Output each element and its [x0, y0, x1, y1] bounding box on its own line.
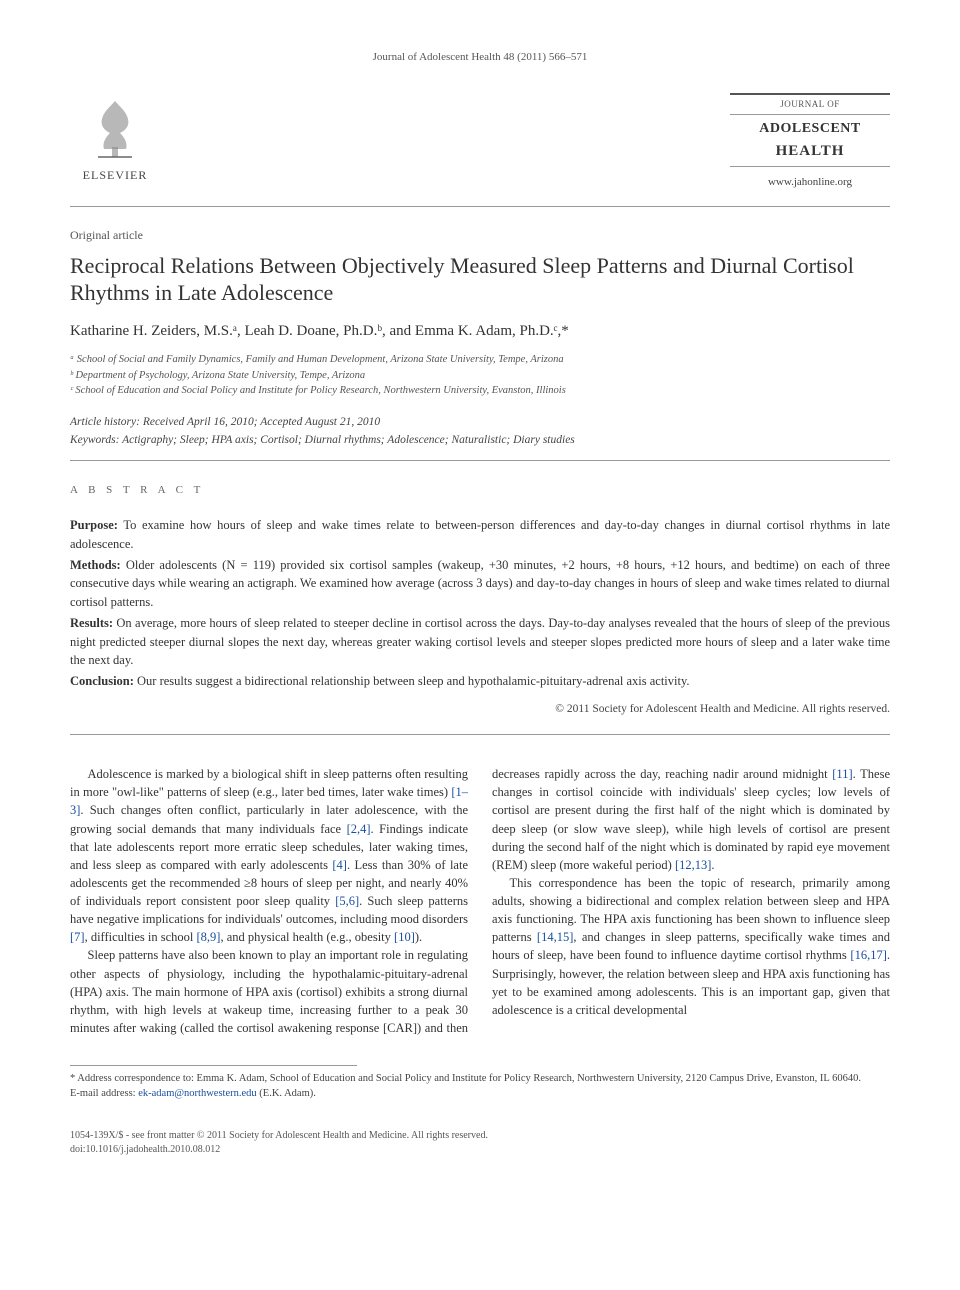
elsevier-tree-icon	[80, 93, 150, 163]
email-label: E-mail address:	[70, 1088, 138, 1099]
p1g: , and physical health (e.g., obesity	[220, 930, 394, 944]
doi-line: doi:10.1016/j.jadohealth.2010.08.012	[70, 1143, 890, 1157]
results-text: On average, more hours of sleep related …	[70, 616, 890, 668]
purpose-text: To examine how hours of sleep and wake t…	[70, 518, 890, 551]
abstract-section: A B S T R A C T Purpose: To examine how …	[70, 483, 890, 735]
p2c: .	[711, 858, 714, 872]
history-keywords: Article history: Received April 16, 2010…	[70, 413, 890, 461]
journal-name-main: ADOLESCENT	[730, 117, 890, 141]
ref-7[interactable]: [7]	[70, 930, 85, 944]
conclusion-label: Conclusion:	[70, 674, 134, 688]
footnotes: * Address correspondence to: Emma K. Ada…	[70, 1072, 890, 1101]
abstract-methods: Methods: Older adolescents (N = 119) pro…	[70, 556, 890, 612]
corresponding-email[interactable]: ek-adam@northwestern.edu	[138, 1088, 256, 1099]
abstract-results: Results: On average, more hours of sleep…	[70, 614, 890, 670]
conclusion-text: Our results suggest a bidirectional rela…	[134, 674, 690, 688]
ref-16-17[interactable]: [16,17]	[850, 948, 886, 962]
methods-text: Older adolescents (N = 119) provided six…	[70, 558, 890, 610]
correspondence-note: * Address correspondence to: Emma K. Ada…	[70, 1072, 890, 1087]
email-line: E-mail address: ek-adam@northwestern.edu…	[70, 1087, 890, 1102]
footnote-separator	[70, 1065, 357, 1066]
front-matter-line: 1054-139X/$ - see front matter © 2011 So…	[70, 1129, 890, 1143]
body-text: Adolescence is marked by a biological sh…	[70, 765, 890, 1037]
ref-12-13[interactable]: [12,13]	[675, 858, 711, 872]
abstract-copyright: © 2011 Society for Adolescent Health and…	[70, 701, 890, 718]
journal-url[interactable]: www.jahonline.org	[730, 175, 890, 190]
body-p1: Adolescence is marked by a biological sh…	[70, 765, 468, 946]
footer-meta: 1054-139X/$ - see front matter © 2011 So…	[70, 1129, 890, 1157]
publisher-logo: ELSEVIER	[70, 93, 160, 184]
article-title: Reciprocal Relations Between Objectively…	[70, 252, 890, 307]
authors-line: Katharine H. Zeiders, M.S.ᵃ, Leah D. Doa…	[70, 321, 890, 342]
purpose-label: Purpose:	[70, 518, 118, 532]
results-label: Results:	[70, 616, 113, 630]
abstract-purpose: Purpose: To examine how hours of sleep a…	[70, 516, 890, 554]
ref-14-15[interactable]: [14,15]	[537, 930, 573, 944]
ref-4[interactable]: [4]	[332, 858, 347, 872]
abstract-body: Purpose: To examine how hours of sleep a…	[70, 516, 890, 718]
ref-5-6[interactable]: [5,6]	[335, 894, 359, 908]
journal-name-sub: HEALTH	[730, 141, 890, 167]
keywords: Keywords: Actigraphy; Sleep; HPA axis; C…	[70, 431, 890, 449]
p1f: , difficulties in school	[85, 930, 197, 944]
running-header: Journal of Adolescent Health 48 (2011) 5…	[70, 50, 890, 65]
ref-2-4[interactable]: [2,4]	[347, 822, 371, 836]
journal-label: JOURNAL OF	[730, 93, 890, 115]
affiliation-b: ᵇ Department of Psychology, Arizona Stat…	[70, 368, 890, 384]
publisher-name: ELSEVIER	[83, 167, 148, 184]
methods-label: Methods:	[70, 558, 121, 572]
p2b: . These changes in cortisol coincide wit…	[492, 767, 890, 872]
masthead-row: ELSEVIER JOURNAL OF ADOLESCENT HEALTH ww…	[70, 93, 890, 207]
body-p3: This correspondence has been the topic o…	[492, 874, 890, 1019]
abstract-heading: A B S T R A C T	[70, 483, 890, 498]
affiliation-a: ᵃ School of Social and Family Dynamics, …	[70, 352, 890, 368]
abstract-conclusion: Conclusion: Our results suggest a bidire…	[70, 672, 890, 691]
article-type: Original article	[70, 227, 890, 244]
ref-10[interactable]: [10]	[394, 930, 415, 944]
affiliation-c: ᶜ School of Education and Social Policy …	[70, 383, 890, 399]
ref-11[interactable]: [11]	[832, 767, 852, 781]
p1h: ).	[415, 930, 422, 944]
affiliations: ᵃ School of Social and Family Dynamics, …	[70, 352, 890, 399]
p1a: Adolescence is marked by a biological sh…	[70, 767, 468, 799]
article-history: Article history: Received April 16, 2010…	[70, 413, 890, 431]
journal-box: JOURNAL OF ADOLESCENT HEALTH www.jahonli…	[730, 93, 890, 190]
ref-8-9[interactable]: [8,9]	[197, 930, 221, 944]
email-suffix: (E.K. Adam).	[257, 1088, 316, 1099]
